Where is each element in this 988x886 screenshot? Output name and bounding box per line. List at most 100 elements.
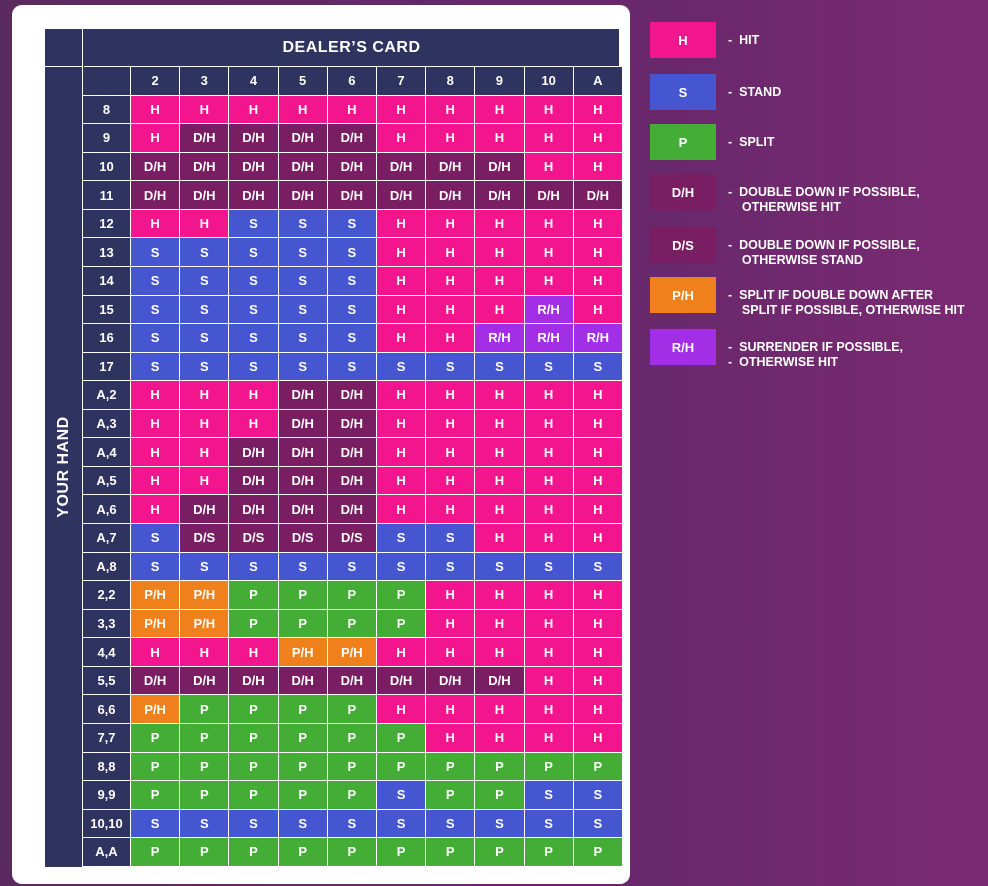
action-cell: H [376, 324, 427, 353]
action-cell: P/H [131, 581, 181, 610]
action-cell: P/H [131, 695, 181, 724]
action-cell: H [426, 124, 476, 153]
action-cell: H [524, 723, 574, 753]
action-cell: S [524, 781, 574, 810]
action-cell: D/H [278, 181, 328, 210]
legend-description-line: OTHERWISE STAND [728, 253, 863, 267]
action-cell: H [475, 95, 525, 125]
action-cell: H [524, 466, 574, 496]
action-cell: D/H [475, 181, 525, 210]
action-cell: S [426, 552, 476, 582]
action-cell: H [376, 295, 427, 325]
dealer-card-header: 4 [229, 67, 279, 96]
action-cell: H [573, 266, 623, 296]
action-cell: S [327, 352, 377, 382]
action-cell: D/S [180, 524, 230, 553]
action-cell: H [524, 695, 574, 724]
dealer-card-header: 7 [376, 67, 427, 96]
action-cell: S [376, 552, 427, 582]
action-cell: P [524, 752, 574, 782]
action-cell: H [180, 209, 230, 239]
action-cell: P [573, 838, 623, 867]
action-cell: D/H [327, 495, 377, 524]
action-cell: D/H [278, 152, 328, 182]
your-hand-title: YOUR HAND [54, 416, 72, 518]
action-cell: H [573, 524, 623, 553]
legend-description: - STAND [728, 85, 781, 100]
action-cell: H [475, 209, 525, 239]
action-cell: S [327, 266, 377, 296]
action-cell: H [426, 238, 476, 267]
action-cell: H [376, 466, 427, 496]
action-cell: H [524, 666, 574, 696]
action-cell: D/H [180, 181, 230, 210]
action-cell: P [131, 838, 181, 867]
action-cell: D/H [180, 124, 230, 153]
action-cell: H [573, 609, 623, 639]
action-cell: H [573, 495, 623, 524]
legend-description-line: - STAND [728, 85, 782, 99]
action-cell: H [180, 381, 230, 410]
hand-label: 8 [83, 95, 131, 125]
hand-label: 7,7 [83, 723, 131, 753]
legend-description-line: - SURRENDER IF POSSIBLE, [728, 340, 904, 354]
legend-description-line: - OTHERWISE HIT [728, 355, 839, 369]
action-cell: H [180, 409, 230, 439]
action-cell: P [327, 609, 377, 639]
action-cell: H [573, 695, 623, 724]
action-cell: R/H [475, 324, 525, 353]
action-cell: S [229, 552, 279, 582]
action-cell: D/H [229, 152, 279, 182]
action-cell: D/H [180, 152, 230, 182]
action-cell: D/H [180, 666, 230, 696]
action-cell: R/H [524, 324, 574, 353]
action-cell: S [475, 809, 525, 839]
action-cell: H [426, 609, 476, 639]
action-cell: D/H [426, 152, 476, 182]
action-cell: H [131, 638, 181, 667]
hand-label: 13 [83, 238, 131, 267]
action-cell: H [475, 609, 525, 639]
action-cell: H [229, 409, 279, 439]
action-cell: D/H [180, 495, 230, 524]
legend-swatch: H [650, 22, 716, 58]
action-cell: P [229, 752, 279, 782]
hand-label: A,4 [83, 438, 131, 467]
action-cell: S [327, 238, 377, 267]
action-cell: H [426, 95, 476, 125]
action-cell: S [327, 295, 377, 325]
action-cell: D/H [327, 124, 377, 153]
dealer-card-header: 9 [475, 67, 525, 96]
action-cell: S [327, 552, 377, 582]
dealer-card-header: 2 [131, 67, 181, 96]
action-cell: S [376, 352, 427, 382]
action-cell: S [376, 524, 427, 553]
legend-description-line: - SPLIT [728, 135, 775, 149]
action-cell: D/H [327, 381, 377, 410]
action-cell: H [229, 95, 279, 125]
action-cell: P [327, 695, 377, 724]
action-cell: P [327, 723, 377, 753]
action-cell: D/H [278, 466, 328, 496]
action-cell: H [131, 438, 181, 467]
hand-label: 2,2 [83, 581, 131, 610]
hand-label: 10 [83, 152, 131, 182]
action-cell: H [475, 124, 525, 153]
action-cell: S [327, 324, 377, 353]
hand-label: A,3 [83, 409, 131, 439]
hand-label: A,7 [83, 524, 131, 553]
legend-swatch: P [650, 124, 716, 160]
action-cell: P [180, 838, 230, 867]
action-cell: H [180, 438, 230, 467]
action-cell: S [131, 809, 181, 839]
action-cell: S [278, 352, 328, 382]
action-cell: D/H [327, 181, 377, 210]
action-cell: S [278, 266, 328, 296]
action-cell: H [573, 124, 623, 153]
action-cell: P/H [180, 581, 230, 610]
action-cell: P [327, 581, 377, 610]
action-cell: P [426, 781, 476, 810]
action-cell: H [475, 266, 525, 296]
action-cell: H [524, 495, 574, 524]
action-cell: D/S [278, 524, 328, 553]
